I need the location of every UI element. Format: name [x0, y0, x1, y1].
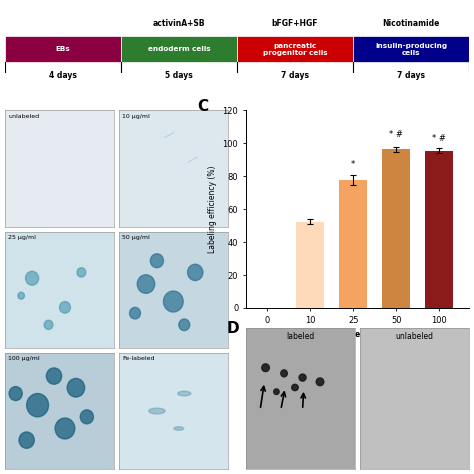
Ellipse shape [178, 391, 191, 396]
Text: *: * [351, 160, 356, 169]
Ellipse shape [273, 389, 279, 394]
Ellipse shape [174, 427, 184, 430]
Bar [383, 149, 410, 308]
Circle shape [188, 264, 203, 281]
Circle shape [26, 271, 39, 285]
Text: EBs: EBs [55, 46, 70, 52]
Text: D: D [226, 321, 239, 336]
Text: * #: * # [432, 134, 446, 143]
Text: 100 μg/ml: 100 μg/ml [8, 356, 40, 361]
Text: 4 days: 4 days [49, 71, 77, 80]
Text: Nicotinamide: Nicotinamide [383, 19, 440, 28]
Text: activinA+SB: activinA+SB [153, 19, 205, 28]
Circle shape [77, 268, 86, 277]
Text: pancreatic
progenitor cells: pancreatic progenitor cells [263, 43, 328, 56]
Text: endoderm cells: endoderm cells [147, 46, 210, 52]
Text: 10 μg/ml: 10 μg/ml [122, 114, 150, 119]
Text: 50 μg/ml: 50 μg/ml [122, 235, 150, 240]
Text: Fe-labeled: Fe-labeled [122, 356, 155, 361]
Ellipse shape [281, 370, 287, 377]
Text: unlabeled: unlabeled [396, 332, 434, 341]
Bar [296, 221, 324, 308]
Text: unlabeled: unlabeled [8, 114, 39, 119]
Bar [339, 181, 367, 308]
Circle shape [18, 292, 25, 299]
Text: 25 μg/ml: 25 μg/ml [8, 235, 36, 240]
Ellipse shape [262, 364, 269, 372]
Text: * #: * # [389, 130, 403, 139]
Bar [353, 36, 469, 62]
Text: labeled: labeled [286, 332, 315, 341]
X-axis label: Concentration of ferumoxides (μg/ml): Concentration of ferumoxides (μg/ml) [276, 330, 439, 339]
Text: 7 days: 7 days [397, 71, 425, 80]
Circle shape [179, 319, 190, 331]
Circle shape [9, 387, 22, 401]
Text: bFGF+HGF: bFGF+HGF [272, 19, 319, 28]
Circle shape [129, 307, 140, 319]
Circle shape [80, 410, 93, 424]
Circle shape [19, 432, 34, 448]
Circle shape [59, 301, 71, 313]
Ellipse shape [149, 408, 165, 414]
Circle shape [137, 275, 155, 293]
Y-axis label: Labeling efficiency (%): Labeling efficiency (%) [208, 165, 217, 253]
Ellipse shape [292, 384, 298, 391]
Circle shape [44, 320, 53, 329]
Circle shape [55, 418, 75, 439]
Bar [5, 36, 121, 62]
Text: 7 days: 7 days [281, 71, 309, 80]
Text: 5 days: 5 days [165, 71, 193, 80]
Bar [121, 36, 237, 62]
Circle shape [27, 393, 48, 417]
Text: insulin-producing
cells: insulin-producing cells [375, 43, 447, 56]
Text: C: C [197, 99, 208, 114]
Ellipse shape [299, 374, 306, 381]
Circle shape [46, 368, 62, 384]
Ellipse shape [316, 378, 324, 386]
Circle shape [164, 291, 183, 312]
Bar [237, 36, 353, 62]
Circle shape [150, 254, 164, 268]
Bar [425, 151, 453, 308]
Circle shape [67, 378, 85, 397]
